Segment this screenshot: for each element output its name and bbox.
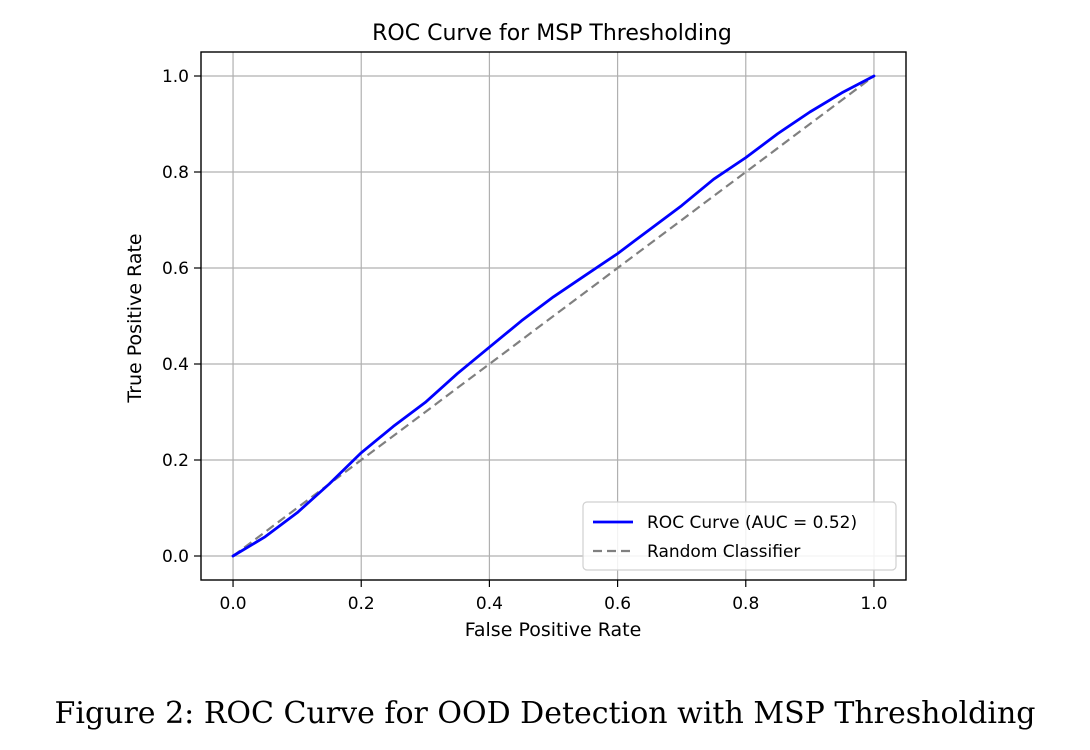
figure-caption: Figure 2: ROC Curve for OOD Detection wi… <box>54 696 1036 731</box>
chart-title: ROC Curve for MSP Thresholding <box>372 21 732 46</box>
legend: ROC Curve (AUC = 0.52) Random Classifier <box>582 501 897 571</box>
x-tick-label: 0.8 <box>732 594 759 614</box>
x-axis-label: False Positive Rate <box>465 619 642 641</box>
x-tick-label: 0.4 <box>476 594 503 614</box>
legend-label: Random Classifier <box>647 542 800 562</box>
y-axis-label: True Positive Rate <box>124 233 146 403</box>
y-tick-label: 0.4 <box>162 355 189 375</box>
y-tick-label: 1.0 <box>162 67 189 87</box>
random-classifier-line <box>232 75 875 557</box>
roc-chart: 0.0 0.2 0.4 0.6 0.8 1.0 0.0 0.2 0.4 0.6 0.8 1.0 ROC… <box>124 21 907 641</box>
x-tick-label: 0.2 <box>348 594 375 614</box>
x-tick-label: 0.6 <box>604 594 631 614</box>
x-tick-label: 0.0 <box>220 594 247 614</box>
legend-label: ROC Curve (AUC = 0.52) <box>647 513 857 533</box>
grid-lines <box>201 52 906 580</box>
y-tick-label: 0.8 <box>162 163 189 183</box>
series-lines <box>231 74 876 558</box>
roc-curve-line <box>231 74 876 558</box>
y-tick-label: 0.0 <box>162 547 189 567</box>
y-tick-label: 0.2 <box>162 451 189 471</box>
plot-frame <box>200 51 907 581</box>
legend-box <box>582 501 897 571</box>
x-tick-label: 1.0 <box>860 594 887 614</box>
axis-ticks: 0.0 0.2 0.4 0.6 0.8 1.0 0.0 0.2 0.4 0.6 0.8 1.0 <box>162 67 888 614</box>
y-tick-label: 0.6 <box>162 259 189 279</box>
